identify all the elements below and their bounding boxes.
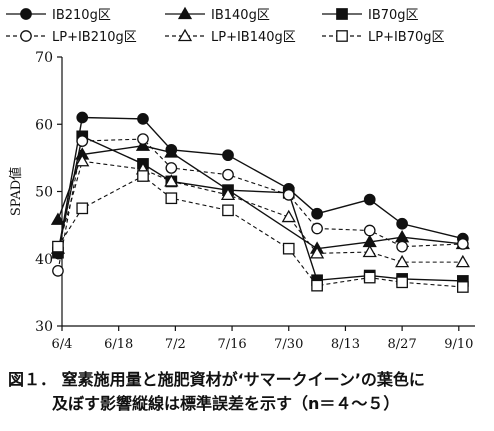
x-tick-label: 7/30 [274,337,303,352]
data-point [311,207,323,220]
legend-label: LP+IB70g区 [368,30,445,45]
chart-axes: 30 40 50 60 70 6/4 6/18 7/2 7/16 7/30 8/13 8/27 9/10… [8,50,475,352]
data-point [52,240,64,253]
data-point [363,271,376,284]
caption-line-1: 図１． 窒素施用量と施肥資材が‘サマークイーン’の葉色に [8,370,425,389]
legend-label: IB210g区 [52,8,111,23]
spad-line-chart: IB210g区 IB140g区 IB70g区 LP+IB210g区 LP+IB140g区… [6,6,475,352]
data-point [137,113,149,125]
data-point [52,265,64,277]
series-4 [52,133,469,277]
series-line [57,175,463,288]
x-tick-label: 8/13 [331,337,360,352]
series-line [57,160,463,263]
x-tick-label: 6/4 [52,337,73,352]
data-point [395,229,410,243]
x-tick-label: 6/18 [104,337,133,352]
legend-label: IB70g区 [368,8,419,23]
data-point [50,212,66,225]
data-point [363,193,376,206]
legend-marker [336,8,348,20]
data-point [363,224,376,237]
legend-label: LP+IB210g区 [52,30,137,45]
data-point [76,202,89,215]
data-point [309,246,325,259]
data-point [165,192,178,205]
data-point [362,244,377,258]
data-point [135,138,151,151]
series-1 [52,111,469,260]
data-point [76,111,89,124]
data-point [165,162,178,174]
legend-label: IB140g区 [211,8,270,23]
series-2 [50,138,470,254]
y-tick-label: 50 [35,185,53,201]
legend-marker [20,8,32,20]
series-line [57,138,463,271]
y-tick-label: 60 [35,117,53,133]
data-point [137,133,149,145]
data-point [281,209,296,223]
y-tick-label: 40 [35,252,53,268]
y-axis-label: SPAD値 [8,167,24,216]
x-tick-label: 7/2 [165,337,186,352]
data-point [311,222,323,235]
x-tick-label: 9/10 [444,337,473,352]
data-point [220,187,236,200]
data-point [222,168,234,181]
data-point [395,254,410,268]
data-point [396,276,408,289]
chart-legend: IB210g区 IB140g区 IB70g区 LP+IB210g区 LP+IB140g区… [6,6,445,45]
series-6 [52,170,469,293]
legend-item: LP+IB210g区 [6,30,137,45]
legend-label: LP+IB140g区 [211,30,296,45]
series-line [57,135,463,282]
x-tick-label: 7/16 [217,337,246,352]
legend-item: IB140g区 [165,6,270,23]
legend-marker [336,30,348,42]
y-tick-label: 30 [35,319,53,335]
data-point [164,174,179,187]
data-point [76,135,89,147]
y-tick-label: 70 [35,50,53,66]
x-tick-label: 8/27 [388,337,417,352]
data-point [282,242,295,255]
series-line [57,145,463,250]
data-point [457,238,469,250]
data-point [75,153,90,167]
data-point [455,254,470,268]
legend-item: IB70g区 [322,8,419,23]
caption-line-2: 及ぼす影響縦線は標準誤差を示す（n＝４～５） [52,394,400,413]
data-point [164,145,179,158]
data-point [311,279,323,292]
series-line [57,116,464,254]
legend-item: IB210g区 [6,8,111,23]
data-point [396,217,408,230]
data-point [222,204,234,217]
data-point [396,240,408,253]
chart-plot-area [50,111,470,293]
data-point [457,281,469,293]
legend-item: LP+IB140g区 [165,28,296,45]
legend-marker [177,28,193,42]
data-point [282,189,295,201]
legend-marker [177,6,193,20]
legend-marker [20,30,32,42]
data-point [222,149,234,162]
legend-item: LP+IB70g区 [322,30,445,45]
data-point [137,170,149,182]
figure-caption: 図１． 窒素施用量と施肥資材が‘サマークイーン’の葉色に 及ぼす影響縦線は標準誤… [8,368,488,416]
